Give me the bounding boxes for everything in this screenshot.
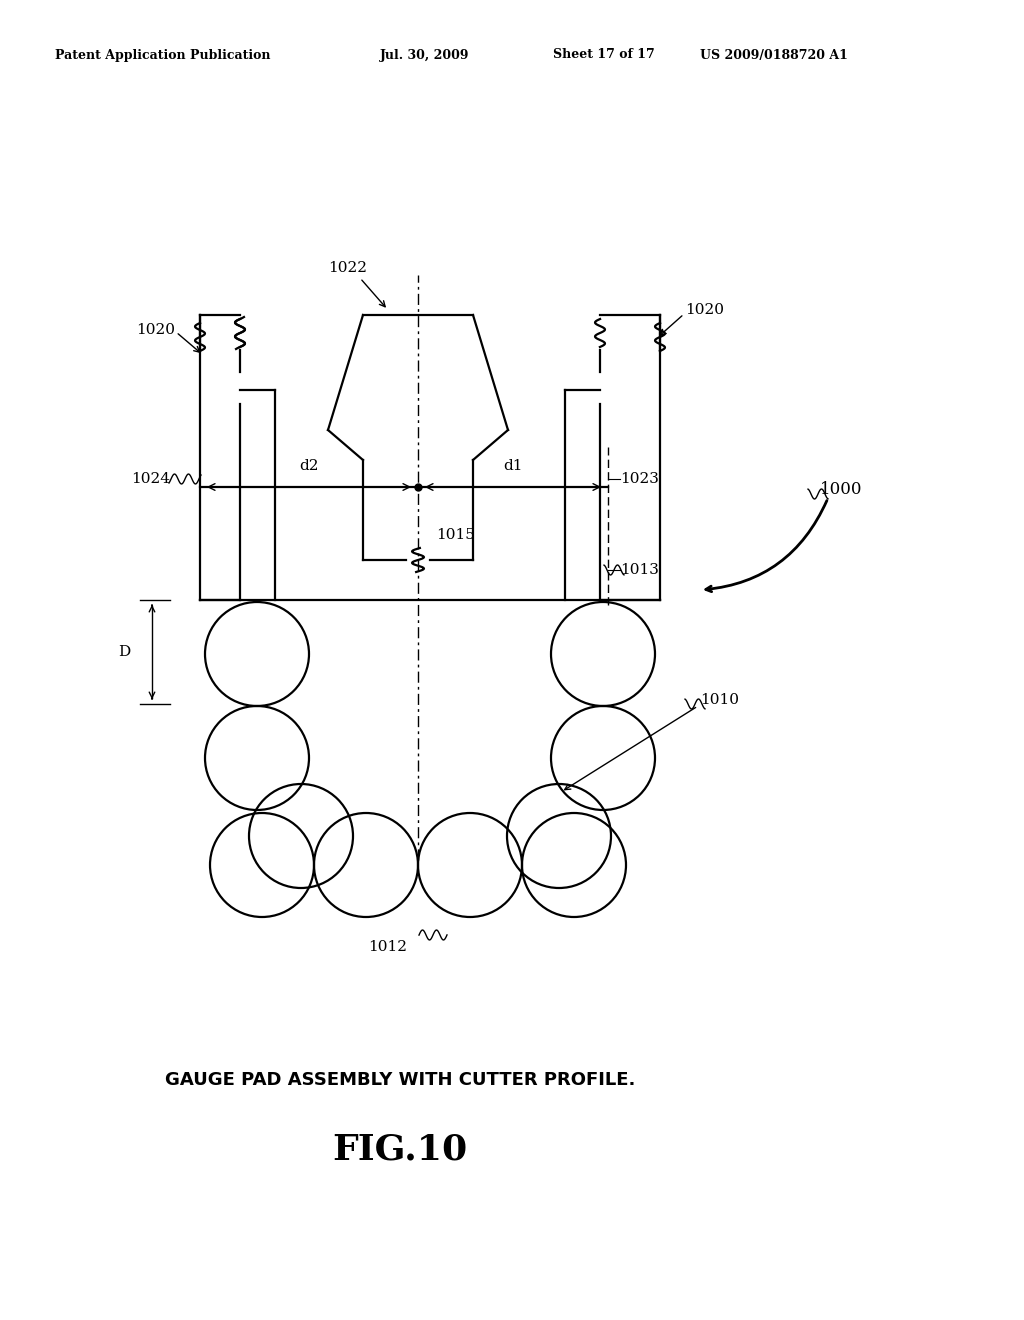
Text: d2: d2 (299, 459, 318, 473)
Text: Sheet 17 of 17: Sheet 17 of 17 (553, 49, 654, 62)
Text: US 2009/0188720 A1: US 2009/0188720 A1 (700, 49, 848, 62)
Text: D: D (118, 645, 130, 659)
Text: 1024: 1024 (131, 473, 170, 486)
Text: 1015: 1015 (436, 528, 475, 543)
Text: Jul. 30, 2009: Jul. 30, 2009 (380, 49, 469, 62)
Text: 1022: 1022 (329, 261, 368, 275)
Text: GAUGE PAD ASSEMBLY WITH CUTTER PROFILE.: GAUGE PAD ASSEMBLY WITH CUTTER PROFILE. (165, 1071, 635, 1089)
Text: 1010: 1010 (700, 693, 739, 708)
Text: 1020: 1020 (136, 323, 175, 337)
Text: FIG.10: FIG.10 (333, 1133, 468, 1167)
Text: 1020: 1020 (685, 304, 724, 317)
Text: Patent Application Publication: Patent Application Publication (55, 49, 270, 62)
Text: 1013: 1013 (620, 564, 658, 577)
Text: 1023: 1023 (620, 473, 658, 486)
Text: 1012: 1012 (369, 940, 408, 954)
Text: 1000: 1000 (820, 482, 862, 499)
Text: d1: d1 (503, 459, 522, 473)
